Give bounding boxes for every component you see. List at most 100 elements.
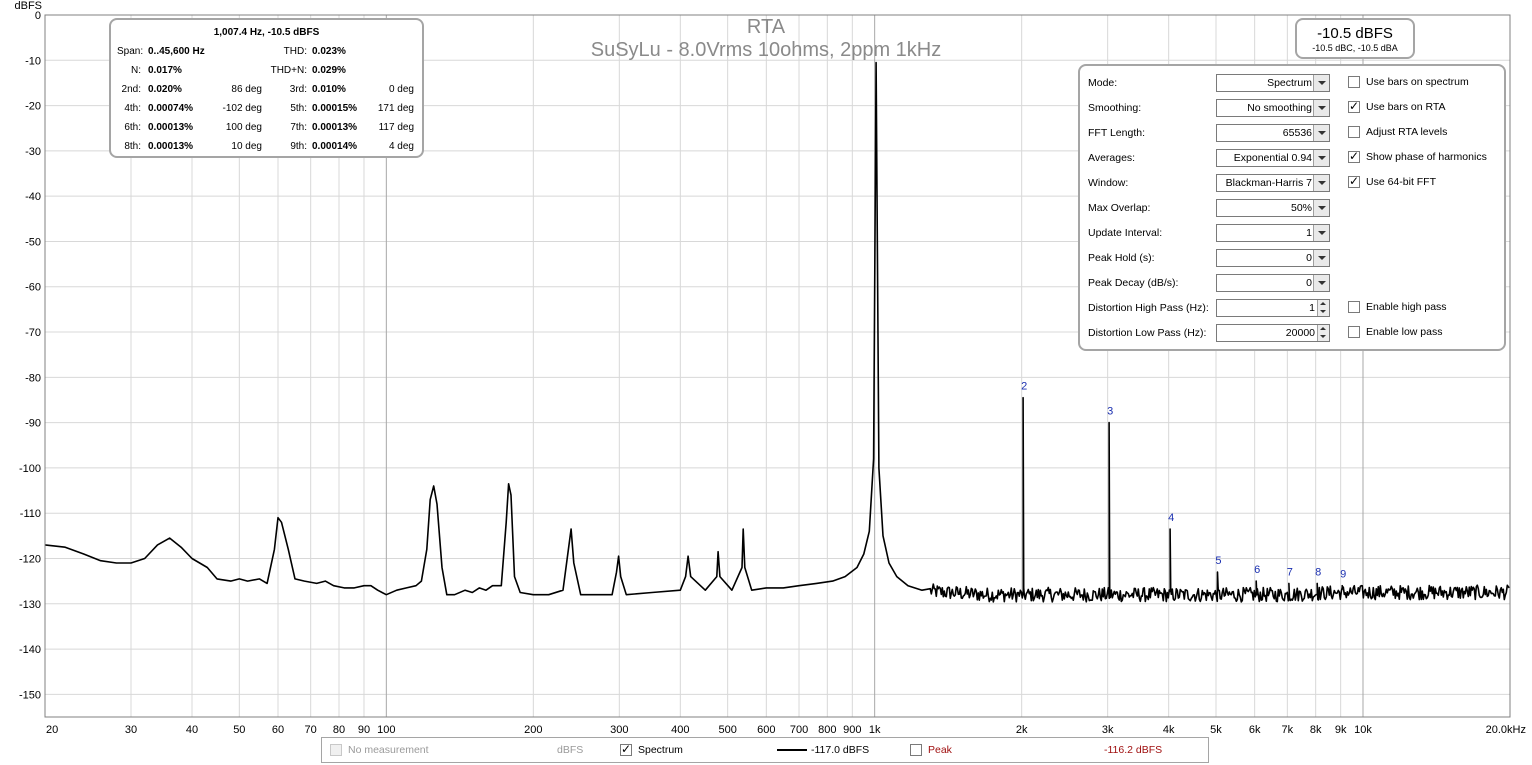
harmonic-cell-p1: 100 deg — [225, 122, 262, 133]
chevron-down-icon[interactable] — [1313, 175, 1329, 191]
averages-value: Exponential 0.94 — [1233, 152, 1312, 164]
chevron-down-icon[interactable] — [1313, 275, 1329, 291]
checkbox-icon[interactable] — [330, 744, 342, 756]
harmonic-cell-v1: 0.00074% — [148, 103, 194, 114]
max-overlap-select[interactable]: 50% — [1216, 199, 1330, 217]
mode-label: Mode: — [1088, 77, 1118, 89]
grid — [44, 14, 1511, 717]
fft64-checkbox[interactable]: Use 64-bit FFT — [1348, 174, 1436, 188]
harmonic-cell-v1: 0.00013% — [148, 122, 194, 133]
checkbox-icon[interactable] — [1348, 149, 1360, 163]
spectrum-legend-label: Spectrum — [638, 744, 683, 756]
checkbox-icon[interactable] — [1348, 326, 1360, 338]
y-tick-label: -140 — [19, 644, 41, 656]
checkbox-icon[interactable] — [1348, 99, 1360, 113]
no-measurement-item[interactable]: No measurement — [330, 744, 429, 756]
spectrum-legend-item[interactable]: Spectrum — [620, 742, 683, 756]
enable-low-pass-label: Enable low pass — [1366, 326, 1443, 338]
harmonic-cell-l1: 4th: — [124, 103, 141, 114]
checkbox-icon[interactable] — [620, 742, 632, 756]
x-tick-label: 20.0kHz — [1486, 724, 1526, 736]
x-tick-label: 100 — [377, 724, 395, 736]
adjust-rta-checkbox[interactable]: Adjust RTA levels — [1348, 126, 1447, 138]
x-tick-label: 70 — [305, 724, 317, 736]
level-readout: -10.5 dBFS -10.5 dBC, -10.5 dBA — [1295, 18, 1415, 59]
y-tick-label: -60 — [25, 282, 41, 294]
chevron-down-icon[interactable] — [1313, 200, 1329, 216]
spectrum-legend-value-item: -117.0 dBFS — [777, 744, 869, 756]
window-select[interactable]: Blackman-Harris 7 — [1216, 174, 1330, 192]
high-pass-spinner[interactable]: 1 — [1216, 299, 1330, 317]
harmonic-cell-l2: 9th: — [290, 141, 307, 152]
checkbox-icon[interactable] — [1348, 174, 1360, 188]
harmonic-marker-label: 4 — [1168, 512, 1174, 524]
stepper-icon[interactable] — [1317, 325, 1329, 341]
chevron-down-icon[interactable] — [1313, 225, 1329, 241]
bars-rta-checkbox[interactable]: Use bars on RTA — [1348, 99, 1446, 113]
bars-rta-label: Use bars on RTA — [1366, 101, 1446, 113]
chart-title: RTA — [747, 16, 786, 38]
checkbox-icon[interactable] — [1348, 76, 1360, 88]
chevron-down-icon[interactable] — [1313, 75, 1329, 91]
chart-subtitle: SuSyLu - 8.0Vrms 10ohms, 2ppm 1kHz — [591, 39, 942, 61]
x-tick-label: 3k — [1102, 724, 1114, 736]
spectrum-series — [44, 61, 1510, 603]
chevron-down-icon[interactable] — [1313, 100, 1329, 116]
harmonic-marker-label: 2 — [1021, 381, 1027, 393]
chevron-down-icon[interactable] — [1313, 125, 1329, 141]
x-tick-label: 20 — [46, 724, 58, 736]
x-tick-label: 400 — [671, 724, 689, 736]
stepper-icon[interactable] — [1317, 300, 1329, 316]
span-label: Span: — [117, 46, 144, 57]
phase-harmonics-checkbox[interactable]: Show phase of harmonics — [1348, 149, 1487, 163]
peak-hold-select[interactable]: 0 — [1216, 249, 1330, 267]
x-tick-label: 8k — [1310, 724, 1322, 736]
y-tick-label: -40 — [25, 191, 41, 203]
n-value: 0.017% — [148, 65, 182, 76]
peak-legend-item[interactable]: Peak — [910, 744, 952, 756]
x-tick-label: 900 — [843, 724, 861, 736]
harmonic-marker-label: 6 — [1254, 564, 1260, 576]
axis-ticks: 0 -10 -20 -30 -40 -50 -60 -70 -80 -90 -100 -110 -120… — [19, 10, 1526, 736]
fft-length-select[interactable]: 65536 — [1216, 124, 1330, 142]
x-tick-label: 80 — [333, 724, 345, 736]
y-tick-label: -120 — [19, 553, 41, 565]
x-tick-label: 5k — [1210, 724, 1222, 736]
peak-legend-label: Peak — [928, 744, 952, 756]
chevron-down-icon[interactable] — [1313, 150, 1329, 166]
harmonic-markers: 2 3 4 5 6 7 8 9 — [1021, 381, 1346, 581]
phase-harmonics-label: Show phase of harmonics — [1366, 151, 1487, 163]
y-tick-label: -110 — [20, 508, 41, 520]
legend-unit: dBFS — [557, 744, 584, 756]
y-tick-label: -30 — [25, 146, 41, 158]
checkbox-icon[interactable] — [1348, 301, 1360, 313]
enable-high-pass-checkbox[interactable]: Enable high pass — [1348, 301, 1447, 313]
n-label: N: — [131, 65, 141, 76]
checkbox-icon[interactable] — [1348, 126, 1360, 138]
smoothing-select[interactable]: No smoothing — [1216, 99, 1330, 117]
mode-select[interactable]: Spectrum — [1216, 74, 1330, 92]
checkbox-icon[interactable] — [910, 744, 922, 756]
no-measurement-label: No measurement — [348, 744, 429, 756]
harmonic-cell-p1: 86 deg — [231, 84, 262, 95]
max-overlap-value: 50% — [1290, 202, 1312, 214]
bars-spectrum-checkbox[interactable]: Use bars on spectrum — [1348, 76, 1469, 88]
x-tick-label: 40 — [186, 724, 198, 736]
low-pass-spinner[interactable]: 20000 — [1216, 324, 1330, 342]
plot-frame — [44, 14, 1511, 718]
peak-legend-value: -116.2 dBFS — [1104, 744, 1163, 756]
x-tick-label: 9k — [1335, 724, 1347, 736]
x-tick-label: 30 — [125, 724, 137, 736]
y-tick-label: -10 — [25, 55, 41, 67]
bars-spectrum-label: Use bars on spectrum — [1366, 76, 1469, 88]
harmonic-cell-v1: 0.00013% — [148, 141, 194, 152]
averages-select[interactable]: Exponential 0.94 — [1216, 149, 1330, 167]
peak-decay-select[interactable]: 0 — [1216, 274, 1330, 292]
thd-value: 0.023% — [312, 46, 346, 57]
smoothing-label: Smoothing: — [1088, 102, 1142, 114]
high-pass-label: Distortion High Pass (Hz): — [1088, 302, 1209, 314]
enable-low-pass-checkbox[interactable]: Enable low pass — [1348, 326, 1442, 338]
update-interval-select[interactable]: 1 — [1216, 224, 1330, 242]
x-tick-label: 10k — [1354, 724, 1372, 736]
chevron-down-icon[interactable] — [1313, 250, 1329, 266]
